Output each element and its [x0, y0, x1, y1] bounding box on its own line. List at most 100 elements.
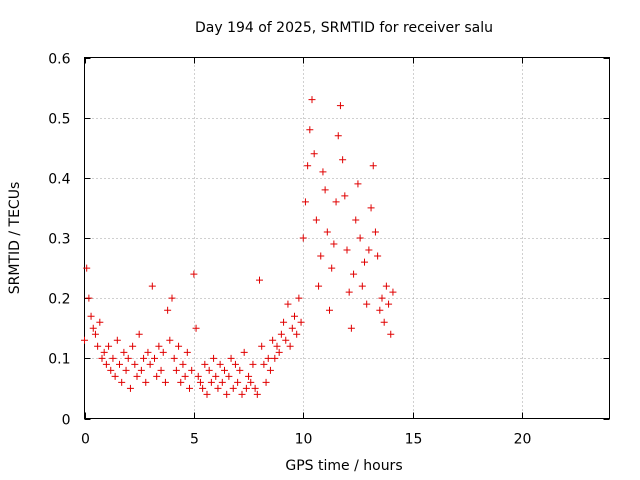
data-point: [374, 253, 381, 260]
data-point: [365, 247, 372, 254]
data-point: [346, 289, 353, 296]
data-point: [149, 283, 156, 290]
data-point: [234, 379, 241, 386]
data-point: [383, 283, 390, 290]
data-point: [337, 102, 344, 109]
chart-title: Day 194 of 2025, SRMTID for receiver sal…: [195, 20, 493, 36]
data-point: [319, 168, 326, 175]
data-point: [315, 283, 322, 290]
data-point: [324, 228, 331, 235]
data-point: [109, 355, 116, 362]
data-point: [344, 247, 351, 254]
data-point: [289, 325, 296, 332]
data-point: [359, 283, 366, 290]
data-point: [131, 361, 138, 368]
data-point: [151, 355, 158, 362]
data-points: [81, 96, 396, 398]
data-point: [175, 343, 182, 350]
data-point: [241, 349, 248, 356]
data-point: [155, 343, 162, 350]
data-point: [267, 367, 274, 374]
data-point: [372, 228, 379, 235]
data-point: [173, 367, 180, 374]
data-point: [190, 271, 197, 278]
data-point: [186, 385, 193, 392]
data-point: [276, 349, 283, 356]
data-point: [309, 96, 316, 103]
data-point: [230, 385, 237, 392]
data-point: [302, 198, 309, 205]
data-point: [368, 204, 375, 211]
data-point: [188, 367, 195, 374]
data-point: [199, 385, 206, 392]
data-point: [177, 379, 184, 386]
x-tick-label: 20: [514, 432, 532, 448]
data-point: [147, 361, 154, 368]
data-point: [212, 373, 219, 380]
data-point: [249, 361, 256, 368]
y-tick-label: 0.6: [48, 52, 70, 68]
data-point: [120, 349, 127, 356]
data-point: [195, 373, 202, 380]
data-point: [350, 271, 357, 278]
data-point: [197, 379, 204, 386]
data-point: [94, 343, 101, 350]
x-axis-label: GPS time / hours: [285, 458, 402, 474]
data-point: [274, 343, 281, 350]
data-point: [125, 355, 132, 362]
data-point: [348, 325, 355, 332]
data-point: [112, 373, 119, 380]
data-point: [326, 307, 333, 314]
x-tick-label: 15: [405, 432, 423, 448]
data-point: [269, 337, 276, 344]
data-point: [379, 295, 386, 302]
data-point: [201, 361, 208, 368]
data-point: [210, 355, 217, 362]
data-point: [363, 301, 370, 308]
data-point: [339, 156, 346, 163]
data-point: [153, 373, 160, 380]
data-point: [166, 337, 173, 344]
data-point: [300, 235, 307, 242]
data-point: [295, 295, 302, 302]
y-tick-label: 0.1: [48, 352, 70, 368]
data-point: [144, 349, 151, 356]
data-point: [293, 331, 300, 338]
data-point: [217, 361, 224, 368]
data-point: [313, 216, 320, 223]
data-point: [265, 355, 272, 362]
data-point: [232, 361, 239, 368]
data-point: [103, 361, 110, 368]
data-point: [193, 325, 200, 332]
data-point: [258, 343, 265, 350]
data-point: [263, 379, 270, 386]
x-tick-label: 5: [190, 432, 199, 448]
data-point: [101, 349, 108, 356]
data-point: [381, 319, 388, 326]
data-point: [162, 379, 169, 386]
data-point: [184, 349, 191, 356]
data-point: [182, 373, 189, 380]
y-axis-label: SRMTID / TECUs: [7, 182, 23, 295]
y-tick-label: 0: [62, 413, 71, 429]
data-point: [287, 343, 294, 350]
data-point: [322, 186, 329, 193]
data-point: [239, 391, 246, 398]
data-point: [164, 307, 171, 314]
data-point: [223, 391, 230, 398]
data-point: [142, 379, 149, 386]
data-point: [354, 180, 361, 187]
data-point: [228, 355, 235, 362]
y-tick-label: 0.3: [48, 232, 70, 248]
data-point: [127, 385, 134, 392]
data-point: [311, 150, 318, 157]
data-point: [138, 367, 145, 374]
data-point: [256, 277, 263, 284]
data-point: [352, 216, 359, 223]
data-point: [169, 295, 176, 302]
data-point: [385, 301, 392, 308]
data-point: [114, 337, 121, 344]
data-point: [341, 192, 348, 199]
data-point: [304, 162, 311, 169]
data-point: [105, 343, 112, 350]
